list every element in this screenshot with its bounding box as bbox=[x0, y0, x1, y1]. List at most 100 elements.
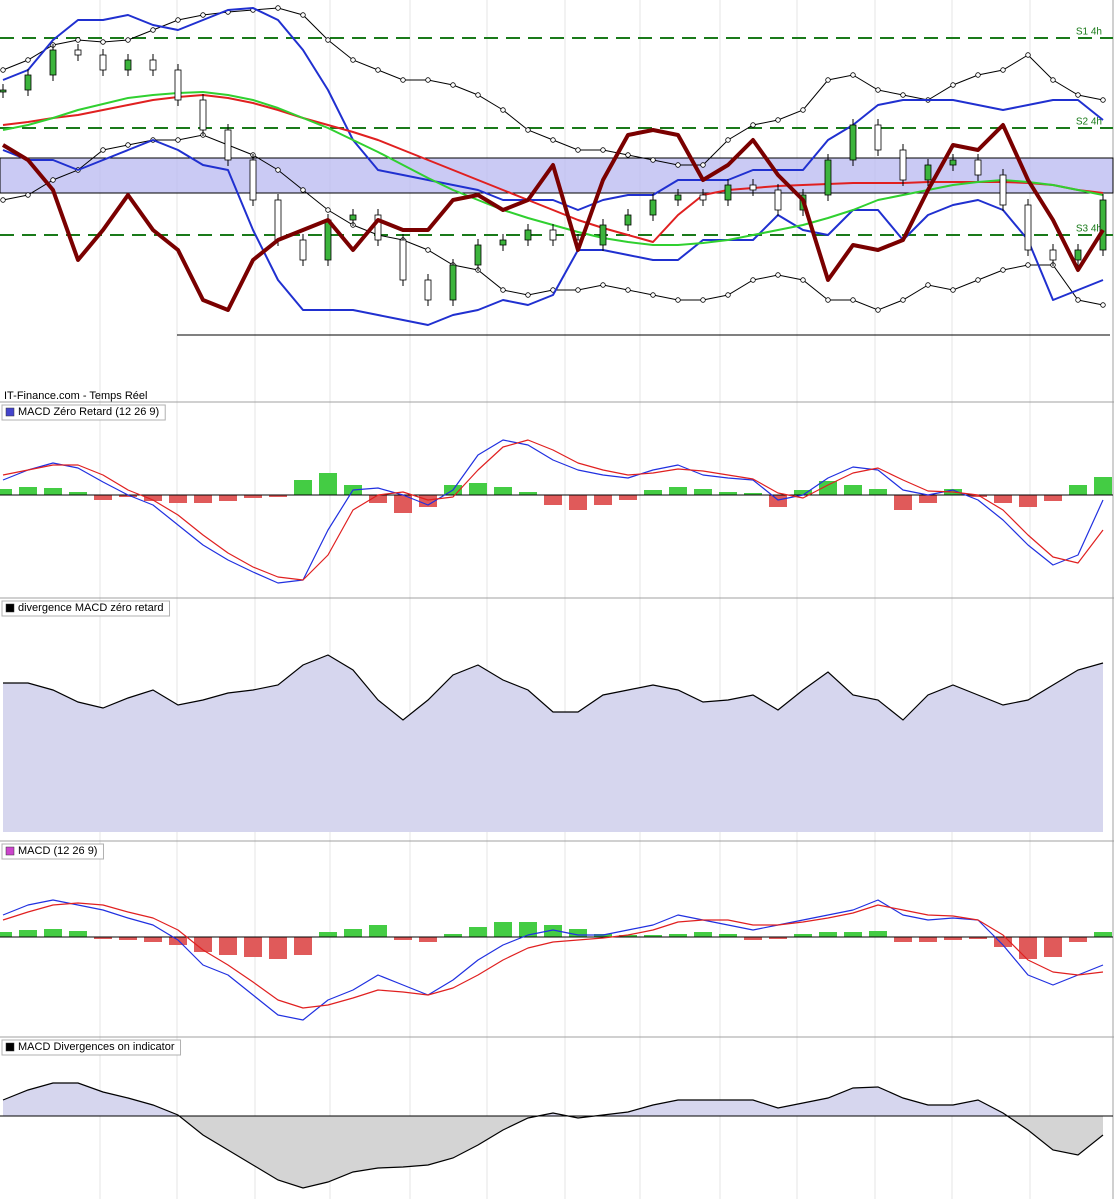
histogram-bar bbox=[619, 495, 637, 500]
histogram-bar bbox=[969, 937, 987, 939]
candle bbox=[849, 124, 857, 161]
candle bbox=[1049, 249, 1057, 261]
histogram-bar bbox=[19, 930, 37, 937]
envelope-dot bbox=[1100, 302, 1106, 308]
envelope-dot bbox=[350, 57, 356, 63]
histogram-bar bbox=[919, 495, 937, 503]
histogram-bar bbox=[244, 495, 262, 498]
histogram-bar bbox=[819, 932, 837, 937]
candle bbox=[1024, 204, 1032, 251]
histogram-bar bbox=[194, 937, 212, 952]
candle bbox=[249, 159, 257, 201]
histogram-bar bbox=[844, 932, 862, 937]
envelope-dot bbox=[500, 287, 506, 293]
envelope-dot bbox=[125, 142, 131, 148]
histogram-bar bbox=[69, 492, 87, 495]
candle bbox=[274, 199, 282, 241]
histogram-bar bbox=[119, 495, 137, 497]
envelope-dot bbox=[175, 17, 181, 23]
envelope-dot bbox=[750, 277, 756, 283]
candle bbox=[549, 229, 557, 241]
envelope-dot bbox=[700, 297, 706, 303]
candle bbox=[949, 159, 957, 166]
histogram-bar bbox=[769, 495, 787, 507]
envelope-dot bbox=[800, 107, 806, 113]
envelope-dot bbox=[150, 27, 156, 33]
envelope-dot bbox=[675, 297, 681, 303]
envelope-dot bbox=[825, 297, 831, 303]
area-positive bbox=[3, 1083, 1103, 1116]
envelope-dot bbox=[825, 77, 831, 83]
envelope-dot bbox=[800, 277, 806, 283]
area-line bbox=[2, 1082, 1104, 1189]
histogram-bar bbox=[844, 485, 862, 495]
envelope-dot bbox=[1000, 67, 1006, 73]
envelope-dot bbox=[1100, 97, 1106, 103]
histogram-bar bbox=[869, 931, 887, 937]
histogram-bar bbox=[869, 489, 887, 495]
envelope-dot bbox=[600, 282, 606, 288]
histogram-bar bbox=[1044, 495, 1062, 501]
candle bbox=[1074, 249, 1082, 261]
candle bbox=[74, 49, 82, 56]
series-line bbox=[2, 439, 1104, 584]
histogram-bar bbox=[994, 937, 1012, 947]
candle bbox=[299, 239, 307, 261]
envelope-dot bbox=[1075, 297, 1081, 303]
panel bbox=[0, 1082, 1113, 1189]
histogram-bar bbox=[1069, 485, 1087, 495]
envelope-dot bbox=[625, 287, 631, 293]
histogram-bar bbox=[44, 488, 62, 495]
histogram-bar bbox=[569, 929, 587, 937]
candle bbox=[124, 59, 132, 71]
histogram-bar bbox=[1019, 495, 1037, 507]
envelope-dot bbox=[100, 39, 106, 45]
candle bbox=[624, 214, 632, 226]
envelope-dot bbox=[275, 167, 281, 173]
candle bbox=[349, 214, 357, 221]
envelope-dot bbox=[850, 72, 856, 78]
histogram-bar bbox=[194, 495, 212, 503]
envelope-dot bbox=[1025, 52, 1031, 58]
panel bbox=[3, 654, 1104, 832]
candle bbox=[674, 194, 682, 201]
footer-source: IT-Finance.com - Temps Réel bbox=[4, 390, 147, 402]
histogram-bar bbox=[494, 922, 512, 937]
histogram-bar bbox=[1094, 477, 1112, 495]
envelope-dot bbox=[1000, 267, 1006, 273]
envelope-dot bbox=[600, 147, 606, 153]
candle bbox=[524, 229, 532, 241]
candle bbox=[199, 99, 207, 131]
envelope-dot bbox=[1025, 262, 1031, 268]
candle bbox=[224, 129, 232, 161]
area-negative bbox=[3, 1116, 1103, 1188]
envelope-dot bbox=[875, 87, 881, 93]
candle bbox=[449, 264, 457, 301]
histogram-bar bbox=[444, 934, 462, 937]
candle bbox=[699, 194, 707, 201]
series-line bbox=[2, 7, 1104, 211]
envelope-dot bbox=[0, 67, 6, 73]
envelope-dot bbox=[550, 137, 556, 143]
pivot-label: S1 4h bbox=[1076, 27, 1102, 38]
envelope-dot bbox=[200, 12, 206, 18]
envelope-dot bbox=[1050, 77, 1056, 83]
envelope-dot bbox=[425, 247, 431, 253]
series-line bbox=[2, 902, 1104, 1009]
indicator-title: MACD Divergences on indicator bbox=[18, 1041, 175, 1053]
indicator-icon bbox=[5, 846, 15, 856]
envelope-dot bbox=[75, 37, 81, 43]
indicator-title: MACD (12 26 9) bbox=[18, 845, 97, 857]
histogram-bar bbox=[69, 931, 87, 937]
pivot-label: S2 4h bbox=[1076, 117, 1102, 128]
envelope-dot bbox=[500, 107, 506, 113]
histogram-bar bbox=[369, 925, 387, 937]
envelope-dot bbox=[750, 122, 756, 128]
candle bbox=[424, 279, 432, 301]
series-line bbox=[2, 899, 1104, 1021]
envelope-dot bbox=[325, 37, 331, 43]
envelope-dot bbox=[950, 287, 956, 293]
envelope-dot bbox=[575, 147, 581, 153]
